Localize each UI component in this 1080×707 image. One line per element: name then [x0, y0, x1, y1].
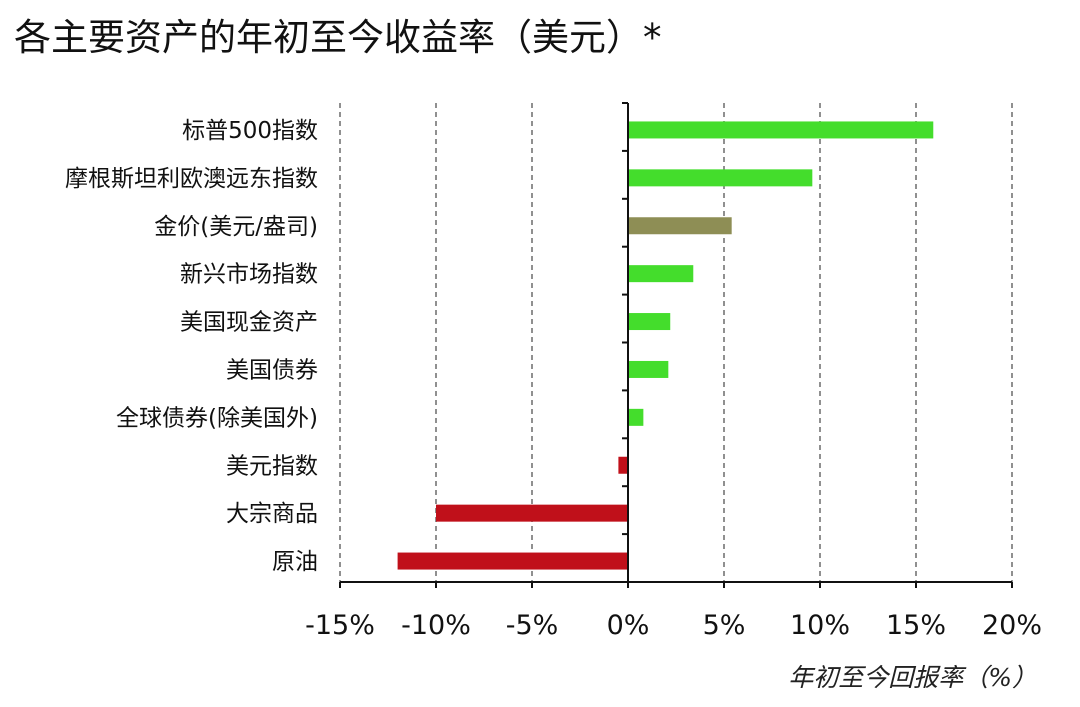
x-tick-labels: -15% -10% -5% 0% 5% 10% 15% 20%	[305, 610, 1042, 641]
x-tick-label: 20%	[982, 610, 1042, 641]
category-label: 原油	[272, 549, 318, 575]
category-label: 美国现金资产	[180, 310, 318, 336]
bar	[628, 360, 669, 378]
bar	[397, 552, 628, 570]
category-label: 摩根斯坦利欧澳远东指数	[65, 166, 318, 192]
x-tick-label: 15%	[886, 610, 946, 641]
category-label: 全球债券(除美国外)	[116, 405, 318, 431]
bar	[628, 265, 694, 283]
category-label: 美元指数	[226, 453, 318, 479]
x-tick-label: -5%	[506, 610, 559, 641]
bar	[628, 121, 934, 139]
category-label: 美国债券	[226, 357, 318, 383]
axes	[339, 102, 1013, 588]
bars	[397, 121, 934, 570]
x-axis-label: 年初至今回报率（%）	[788, 663, 1037, 692]
category-label: 大宗商品	[226, 501, 318, 527]
bar	[628, 313, 671, 331]
bar	[628, 217, 732, 235]
category-label: 新兴市场指数	[180, 262, 318, 288]
x-tick-label: 0%	[607, 610, 650, 641]
bar	[628, 169, 813, 187]
chart-title: 各主要资产的年初至今收益率（美元）*	[14, 16, 662, 59]
bar	[618, 456, 628, 474]
bar	[436, 504, 628, 522]
category-label: 标普500指数	[182, 118, 318, 144]
x-tick-label: -10%	[401, 610, 471, 641]
category-label: 金价(美元/盎司)	[154, 214, 318, 240]
x-tick-label: 10%	[790, 610, 850, 641]
x-tick-label: 5%	[703, 610, 746, 641]
x-tick-label: -15%	[305, 610, 375, 641]
grid-lines	[339, 103, 1013, 582]
bar	[628, 408, 644, 426]
